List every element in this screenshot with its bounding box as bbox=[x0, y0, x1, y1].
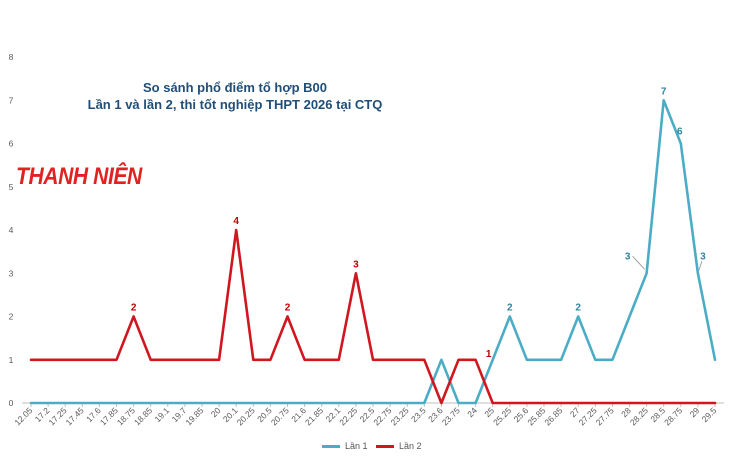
x-tick-label: 26.85 bbox=[542, 405, 564, 427]
x-tick-label: 25.25 bbox=[491, 405, 513, 427]
legend-swatch-lan-1 bbox=[322, 444, 340, 448]
data-label-leader bbox=[698, 261, 703, 271]
x-tick-label: 18.75 bbox=[115, 405, 137, 427]
data-labels: 2 4 2 3 1 2 2 3 7 6 3 bbox=[131, 86, 706, 360]
x-tick-label: 22.75 bbox=[371, 405, 393, 427]
data-label: 7 bbox=[661, 86, 667, 97]
chart-title: So sánh phổ điểm tổ hợp B00 bbox=[142, 80, 328, 95]
chart-subtitle: Lần 1 và lần 2, thi tốt nghiệp THPT 2026… bbox=[87, 97, 383, 112]
y-tick-label: 2 bbox=[9, 312, 14, 322]
thanhnien-watermark-logo: THANH NIÊN bbox=[16, 163, 142, 190]
data-label: 2 bbox=[507, 303, 513, 314]
x-tick-label: 28.75 bbox=[662, 405, 684, 427]
x-tick-label: 17.85 bbox=[98, 405, 120, 427]
y-tick-label: 0 bbox=[9, 398, 14, 408]
x-tick-label: 20.25 bbox=[235, 405, 257, 427]
y-tick-label: 6 bbox=[9, 139, 14, 149]
data-label: 3 bbox=[700, 251, 706, 262]
legend-label-lan-1: Lần 1 bbox=[345, 441, 368, 451]
x-tick-label: 28.25 bbox=[628, 405, 650, 427]
data-label: 3 bbox=[353, 259, 359, 270]
y-tick-label: 7 bbox=[9, 95, 14, 105]
data-label: 4 bbox=[233, 216, 239, 227]
x-tick-label: 24 bbox=[465, 405, 479, 419]
data-label: 6 bbox=[677, 127, 683, 138]
legend-label-lan-2: Lần 2 bbox=[399, 441, 422, 451]
x-tick-label: 27.75 bbox=[594, 405, 616, 427]
x-tick-label: 22.25 bbox=[337, 405, 359, 427]
series-line-lan-2 bbox=[29, 228, 717, 405]
x-tick-label: 12.05 bbox=[12, 405, 34, 427]
x-tick-label: 23.75 bbox=[440, 405, 462, 427]
data-label: 1 bbox=[486, 349, 492, 360]
data-label: 2 bbox=[285, 303, 291, 314]
x-tick-label: 23.25 bbox=[388, 405, 410, 427]
y-tick-label: 4 bbox=[9, 225, 14, 235]
x-tick-label: 18.85 bbox=[132, 405, 154, 427]
x-tick-label: 29.5 bbox=[700, 405, 719, 424]
data-label: 2 bbox=[131, 303, 137, 314]
series-lines bbox=[29, 99, 717, 405]
x-tick-label: 23.5 bbox=[409, 405, 428, 424]
data-label: 3 bbox=[625, 251, 631, 262]
legend-item-lan-1: Lần 1 bbox=[322, 441, 368, 451]
x-tick-label: 19.1 bbox=[152, 405, 171, 424]
data-label-leader bbox=[632, 255, 645, 270]
data-label: 2 bbox=[575, 303, 581, 314]
x-tick-label: 25.85 bbox=[525, 405, 547, 427]
y-tick-label: 5 bbox=[9, 182, 14, 192]
legend-item-lan-2: Lần 2 bbox=[376, 441, 422, 451]
x-axis-ticks: 12.0517.217.2517.4517.617.8518.7518.8519… bbox=[12, 403, 719, 427]
x-tick-label: 21.85 bbox=[303, 405, 325, 427]
x-tick-label: 20.75 bbox=[269, 405, 291, 427]
legend-swatch-lan-2 bbox=[376, 444, 394, 448]
x-tick-label: 19.85 bbox=[183, 405, 205, 427]
x-tick-label: 27.25 bbox=[577, 405, 599, 427]
y-tick-label: 1 bbox=[9, 355, 14, 365]
y-tick-label: 3 bbox=[9, 268, 14, 278]
x-tick-label: 17.25 bbox=[46, 405, 68, 427]
y-axis-ticks: 0 1 2 3 4 5 6 7 8 bbox=[9, 52, 14, 408]
y-tick-label: 8 bbox=[9, 52, 14, 62]
series-line-lan-1 bbox=[29, 99, 717, 405]
x-tick-label: 17.45 bbox=[64, 405, 86, 427]
